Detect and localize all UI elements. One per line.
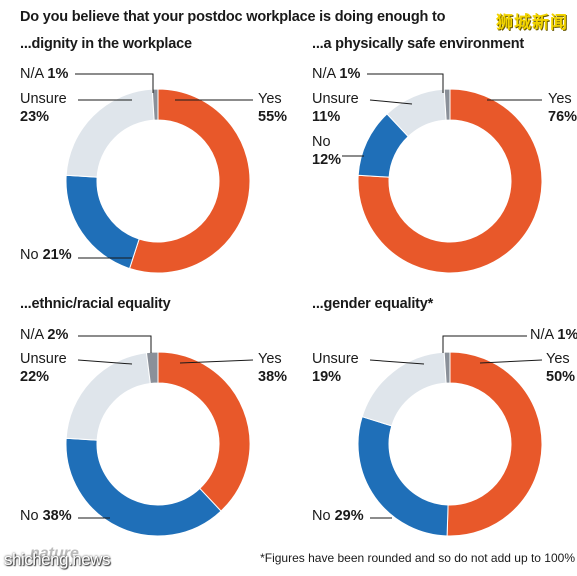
label-no-name: No [312,134,331,150]
donut-segment-na [145,351,159,385]
label-no: No 29% [312,507,364,525]
label-unsure-pct: 19% [312,369,342,385]
label-na-pct: 1% [557,327,577,343]
donut-segment-yes [157,351,251,512]
donut-segment-yes [128,88,251,274]
label-yes-name: Yes [548,91,572,107]
label-yes: Yes 76% [548,90,577,126]
label-no-pct: 38% [42,508,72,524]
label-unsure-name: Unsure [312,91,359,107]
label-unsure: Unsure 23% [20,90,67,126]
leader-line-yes [179,359,254,364]
label-na: N/A 1% [312,65,360,83]
label-yes-pct: 76% [548,109,577,125]
panel-subtitle: ...dignity in the workplace [20,36,192,52]
label-yes-pct: 55% [258,109,288,125]
label-na: N/A 1% [530,326,577,344]
donut-chart-ethnic-equality [65,335,254,537]
label-no-name: No [20,508,39,524]
watermark-bottom: shicheng.news [4,550,110,569]
donut-segment-unsure [361,351,447,427]
donut-segment-yes [357,88,543,274]
leader-line-na [78,335,152,353]
label-yes-name: Yes [258,91,282,107]
label-unsure-name: Unsure [312,351,359,367]
donut-segment-no [65,174,140,270]
label-no: No 21% [20,246,72,264]
label-unsure: Unsure 22% [20,350,67,386]
panel-subtitle: ...ethnic/racial equality [20,296,171,312]
donut-panel-safe-environment: ...a physically safe environment N/A 1% … [312,36,577,316]
panel-subtitle: ...a physically safe environment [312,36,524,52]
label-no-pct: 29% [334,508,364,524]
donut-segment-na [151,88,159,121]
donut-chart-dignity [65,73,253,274]
label-unsure-pct: 11% [312,109,341,125]
donut-panel-ethnic-equality: ...ethnic/racial equality N/A 2% Unsure 2… [20,296,308,576]
donut-segment-unsure [65,352,151,441]
label-na: N/A 2% [20,326,68,344]
label-na: N/A 1% [20,65,68,83]
chart-title: Do you believe that your postdoc workpla… [20,9,446,25]
label-yes-name: Yes [546,351,570,367]
donut-segment-na [443,351,451,384]
label-na-name: N/A [312,66,336,82]
label-no: No 38% [20,507,72,525]
label-no-pct: 12% [312,152,342,168]
label-na-pct: 2% [47,327,69,343]
leader-line-unsure [77,359,133,365]
panel-subtitle: ...gender equality* [312,296,434,312]
label-yes-pct: 50% [546,369,576,385]
label-yes: Yes 50% [546,350,575,386]
leader-line-unsure [369,99,413,105]
label-yes-pct: 38% [258,369,288,385]
label-unsure-name: Unsure [20,91,67,107]
label-yes-name: Yes [258,351,282,367]
leader-line-na [75,73,154,93]
leader-line-na [442,335,527,353]
donut-segment-yes [446,351,543,537]
label-yes: Yes 38% [258,350,287,386]
label-na-name: N/A [530,327,554,343]
donut-segment-no [65,437,222,537]
label-na-name: N/A [20,327,44,343]
label-no-pct: 21% [42,247,72,263]
donut-panel-dignity: ...dignity in the workplace N/A 1% Unsur… [20,36,308,316]
label-unsure-pct: 23% [20,109,50,125]
label-no-name: No [20,247,39,263]
watermark-top: 狮城新闻 [496,13,568,32]
label-unsure: Unsure 19% [312,350,359,386]
label-unsure: Unsure 11% [312,90,359,126]
leader-line-na [367,73,444,93]
label-no-name: No [312,508,331,524]
label-na-pct: 1% [339,66,361,82]
label-yes: Yes 55% [258,90,287,126]
nature-logo: nature [30,545,79,562]
donut-chart-safe-environment [342,73,543,274]
label-na-name: N/A [20,66,44,82]
leader-line-unsure [369,359,425,365]
label-unsure-name: Unsure [20,351,67,367]
label-na-pct: 1% [47,66,69,82]
footnote: *Figures have been rounded and so do not… [260,551,575,565]
donut-panel-gender-equality: ...gender equality* N/A 1% Unsure 19% Yes… [312,296,577,576]
donut-chart-gender-equality [357,335,543,537]
leader-line-yes [479,359,543,364]
label-unsure-pct: 22% [20,369,50,385]
donut-segment-na [443,88,451,121]
donut-segment-unsure [65,88,155,178]
label-no: No 12% [312,133,341,169]
